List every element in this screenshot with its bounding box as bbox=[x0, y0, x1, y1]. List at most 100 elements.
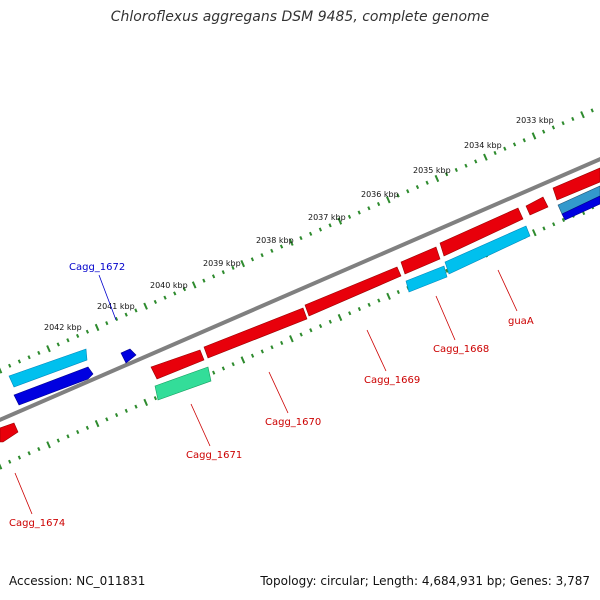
scale-major-tick bbox=[46, 441, 51, 449]
scale-minor-tick bbox=[503, 146, 507, 151]
scale-minor-tick bbox=[474, 159, 478, 164]
cds-forward-small-3[interactable] bbox=[525, 196, 549, 216]
scale-tick-label: 2034 kbp bbox=[464, 141, 502, 150]
scale-minor-tick bbox=[590, 108, 594, 113]
gene-label-cagg-1674[interactable]: Cagg_1674 bbox=[9, 518, 65, 529]
scale-minor-tick bbox=[8, 363, 12, 368]
cds-forward-small-1[interactable] bbox=[150, 349, 205, 380]
scale-minor-tick bbox=[541, 129, 546, 134]
scale-minor-tick bbox=[318, 227, 323, 232]
trna-small[interactable] bbox=[120, 348, 137, 364]
gene-label-cagg-1671[interactable]: Cagg_1671 bbox=[186, 450, 242, 461]
scale-minor-tick bbox=[231, 265, 235, 270]
scale-minor-tick bbox=[522, 138, 526, 143]
scale-minor-tick bbox=[17, 359, 22, 364]
scale-major-tick bbox=[531, 132, 537, 140]
scale-minor-tick bbox=[56, 342, 60, 347]
scale-minor-tick bbox=[211, 274, 216, 279]
scale-minor-tick bbox=[221, 270, 225, 275]
scale-tick-label: 2038 kbp bbox=[256, 236, 294, 245]
cds-reverse-1[interactable] bbox=[8, 348, 88, 388]
scale-minor-tick bbox=[367, 302, 371, 307]
scale-minor-tick bbox=[85, 329, 90, 334]
cds-reverse-1668a[interactable] bbox=[405, 265, 448, 293]
genome-summary-text: Topology: circular; Length: 4,684,931 bp… bbox=[260, 574, 590, 588]
scale-minor-tick bbox=[260, 253, 264, 258]
scale-minor-tick bbox=[357, 307, 362, 312]
scale-minor-tick bbox=[270, 248, 274, 253]
scale-minor-tick bbox=[299, 332, 303, 337]
leader-cagg-1668 bbox=[435, 295, 456, 341]
cds-forward-edge[interactable] bbox=[552, 167, 600, 201]
scale-minor-tick bbox=[318, 323, 323, 329]
scale-minor-tick bbox=[445, 268, 449, 273]
scale-minor-tick bbox=[134, 404, 138, 409]
cds-cagg-1670[interactable] bbox=[203, 307, 308, 359]
scale-minor-tick bbox=[37, 446, 41, 452]
scale-major-tick bbox=[337, 217, 343, 225]
label-leaders bbox=[14, 269, 518, 515]
map-title: Chloroflexus aggregans DSM 9485, complet… bbox=[110, 9, 490, 25]
scale-minor-tick bbox=[493, 150, 497, 155]
scale-minor-tick bbox=[182, 287, 187, 292]
feature-track bbox=[0, 167, 600, 443]
scale-minor-tick bbox=[27, 451, 31, 456]
scale-minor-tick bbox=[173, 291, 177, 296]
cds-reverse-1668b[interactable] bbox=[444, 225, 531, 275]
scale-minor-tick bbox=[75, 333, 80, 339]
gene-label-cagg-1672[interactable]: Cagg_1672 bbox=[69, 262, 125, 273]
scale-major-tick bbox=[94, 323, 100, 332]
leader-cagg-1672 bbox=[98, 274, 117, 321]
scale-minor-tick bbox=[124, 408, 128, 413]
trna-cagg-1672[interactable] bbox=[13, 366, 94, 406]
gene-label-cagg-1668[interactable]: Cagg_1668 bbox=[433, 344, 489, 355]
scale-minor-tick bbox=[163, 295, 167, 300]
rrna-cagg-1671[interactable] bbox=[154, 366, 212, 401]
scale-minor-tick bbox=[153, 299, 158, 305]
scale-minor-tick bbox=[27, 355, 31, 360]
scale-major-tick bbox=[531, 229, 537, 237]
scale-minor-tick bbox=[221, 366, 226, 371]
scale-minor-tick bbox=[212, 370, 216, 375]
scale-major-tick bbox=[143, 302, 148, 310]
scale-minor-tick bbox=[76, 430, 80, 435]
scale-minor-tick bbox=[571, 116, 575, 121]
scale-minor-tick bbox=[444, 172, 449, 177]
cds-cagg-1669[interactable] bbox=[304, 266, 402, 317]
scale-minor-tick bbox=[114, 413, 119, 418]
scale-minor-tick bbox=[551, 125, 556, 130]
scale-major-tick bbox=[483, 153, 488, 161]
cds-reverse-edge[interactable] bbox=[557, 185, 600, 215]
scale-minor-tick bbox=[134, 308, 138, 313]
scale-tick-label: 2041 kbp bbox=[97, 302, 135, 311]
scale-tick-label: 2039 kbp bbox=[203, 259, 241, 268]
scale-tick-label: 2035 kbp bbox=[413, 166, 451, 175]
scale-minor-tick bbox=[105, 417, 109, 422]
leader-cagg-1674 bbox=[14, 472, 33, 515]
scale-minor-tick bbox=[357, 210, 361, 215]
gene-label-cagg-1669[interactable]: Cagg_1669 bbox=[364, 375, 420, 386]
scale-minor-tick bbox=[552, 222, 556, 227]
scale-major-tick bbox=[240, 356, 246, 364]
scale-minor-tick bbox=[250, 353, 255, 358]
gene-label-cagg-1670[interactable]: Cagg_1670 bbox=[265, 417, 321, 428]
cds-cagg-1674[interactable] bbox=[0, 422, 19, 443]
scale-minor-tick bbox=[105, 321, 109, 326]
scale-minor-tick bbox=[66, 338, 70, 343]
scale-minor-tick bbox=[280, 340, 284, 345]
cds-forward-small-2[interactable] bbox=[400, 246, 441, 275]
scale-minor-tick bbox=[260, 349, 264, 354]
scale-major-tick bbox=[580, 111, 585, 119]
cds-guaa[interactable] bbox=[439, 207, 524, 257]
scale-minor-tick bbox=[396, 290, 400, 295]
scale-minor-tick bbox=[396, 193, 400, 198]
trna-edge[interactable] bbox=[561, 195, 600, 221]
gene-label-guaa[interactable]: guaA bbox=[508, 316, 534, 327]
leader-guaa bbox=[497, 269, 518, 312]
accession-text: Accession: NC_011831 bbox=[9, 574, 146, 588]
leader-cagg-1670 bbox=[268, 371, 289, 414]
scale-minor-tick bbox=[153, 396, 158, 401]
scale-minor-tick bbox=[279, 244, 284, 249]
scale-major-tick bbox=[0, 367, 3, 374]
